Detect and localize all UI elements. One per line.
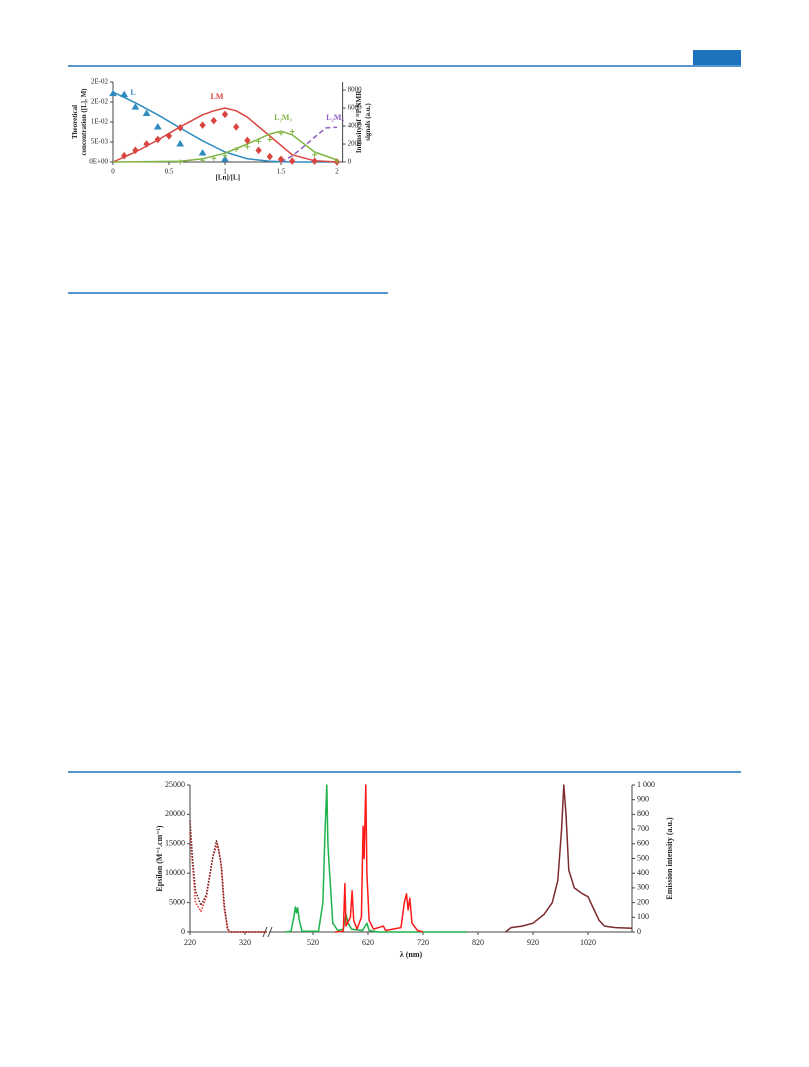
x-tick-label: 0.5 (165, 168, 174, 176)
y-tick-label: 0E+00 (89, 158, 108, 166)
point (132, 146, 139, 155)
point (222, 153, 228, 159)
point (153, 122, 162, 130)
x-axis-title: [Ln]/[L] (216, 174, 241, 182)
point (266, 152, 273, 161)
x-tick-label: 220 (184, 938, 196, 947)
header-tab (693, 50, 741, 65)
point (199, 121, 206, 129)
x-tick-label: 320 (239, 938, 251, 947)
point (221, 110, 229, 119)
y2-tick-label: 0 (348, 158, 352, 166)
point (143, 140, 150, 148)
x-tick-label: 0 (111, 168, 115, 176)
point (177, 124, 184, 132)
point (211, 155, 217, 161)
y2-tick-label: 1 000 (637, 780, 655, 789)
point (109, 89, 117, 97)
point (277, 155, 285, 164)
y-tick-label: 20000 (165, 809, 185, 818)
y-axis-title: Theoretical (71, 105, 79, 139)
y2-tick-label: 600 (637, 839, 649, 848)
point (255, 146, 262, 155)
point (311, 157, 318, 165)
y-tick-label: 5000 (169, 897, 185, 906)
series-label: L₂M₆ (326, 113, 344, 122)
y2-tick-label: 0 (637, 927, 641, 936)
point (120, 90, 129, 98)
point (176, 140, 185, 147)
point (289, 128, 295, 134)
y2-tick-label: 100 (637, 912, 649, 921)
y2-tick-label: 300 (637, 883, 649, 892)
point (198, 149, 207, 156)
point (131, 103, 140, 110)
x-tick-label: 520 (307, 938, 319, 947)
x-axis-title: λ (nm) (400, 950, 423, 959)
point (244, 144, 250, 150)
x-tick-label: 1 (223, 168, 227, 176)
x-tick-label: 2 (335, 168, 339, 176)
point (142, 109, 151, 116)
y-tick-label: 1E-02 (91, 118, 109, 126)
y2-tick-label: 900 (637, 795, 649, 804)
y2-axis-title: Emission intensity (a.u.) (665, 817, 674, 900)
point (312, 152, 318, 158)
x-tick-label: 920 (527, 938, 539, 947)
y-tick-label: 2E-02 (91, 78, 109, 86)
point (154, 135, 161, 144)
point (210, 116, 217, 125)
x-tick-label: 720 (417, 938, 429, 947)
series-line (334, 784, 424, 933)
point (244, 136, 251, 145)
y2-tick-label: 6000 (348, 104, 363, 112)
y-axis-title: concentration ([L], M) (80, 88, 88, 156)
y2-axis-title: Intensity of ³¹P NMR (355, 90, 363, 153)
y-tick-label: 5E-03 (91, 138, 109, 146)
series-line (189, 831, 267, 933)
y2-tick-label: 500 (637, 853, 649, 862)
y2-axis-title: signals (a.u.) (364, 103, 372, 141)
point (289, 157, 296, 165)
y2-tick-label: 8000 (348, 86, 363, 94)
point (267, 137, 273, 143)
y2-tick-label: 200 (637, 897, 649, 906)
y2-tick-label: 400 (637, 868, 649, 877)
series-line (285, 784, 467, 933)
y-tick-label: 25000 (165, 780, 185, 789)
y-tick-label: 15000 (165, 839, 185, 848)
y2-tick-label: 4000 (348, 122, 363, 130)
point (121, 151, 128, 160)
series-label: L₂M₃ (274, 113, 292, 122)
point (278, 130, 284, 136)
series-line (505, 784, 633, 933)
y2-tick-label: 800 (637, 809, 649, 818)
x-tick-label: 820 (472, 938, 484, 947)
y-tick-label: 10000 (165, 868, 185, 877)
point (177, 159, 183, 165)
x-tick-label: 620 (362, 938, 374, 947)
x-tick-label: 1.5 (277, 168, 286, 176)
point (233, 123, 240, 131)
point (165, 132, 173, 140)
y-axis-title: Epsilon (M⁻¹.cm⁻¹) (155, 825, 164, 891)
series-line (280, 126, 338, 163)
point (200, 157, 206, 163)
x-tick-label: 1020 (580, 938, 596, 947)
series-line (112, 91, 337, 163)
point (221, 155, 229, 162)
point (233, 146, 239, 152)
y-tick-label: 2E-02 (91, 98, 109, 106)
y2-tick-label: 2000 (348, 140, 363, 148)
point (256, 138, 262, 144)
series-label: L (130, 88, 135, 97)
series-label: LM (211, 92, 224, 101)
y2-tick-label: 700 (637, 824, 649, 833)
point (334, 158, 340, 164)
axis-break (267, 926, 273, 938)
y-tick-label: 0 (181, 927, 185, 936)
series-line (189, 820, 267, 933)
